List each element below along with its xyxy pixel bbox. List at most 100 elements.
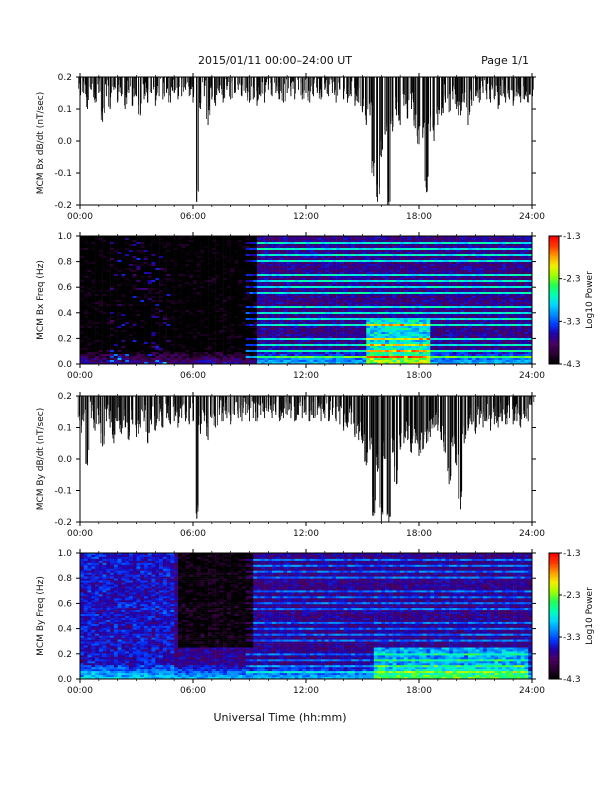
spectrogram-cell [95, 244, 99, 246]
spectrogram-cell [95, 330, 99, 332]
spectrogram-cell [163, 356, 167, 358]
spectrogram-cell [88, 354, 92, 356]
spectrogram-cell [178, 246, 182, 248]
spectrogram-cell [114, 282, 118, 284]
spectrogram-cell [163, 308, 167, 310]
spectrogram-cell [216, 292, 220, 294]
spectrogram-cell [223, 278, 227, 280]
spectrogram-cell [84, 238, 88, 240]
spectrogram-cell [110, 274, 114, 276]
spectrogram-cell [152, 270, 156, 272]
spectrogram-cell [261, 238, 265, 240]
spectrogram-cell [261, 310, 265, 312]
spectrogram-cell [152, 322, 156, 324]
spectrogram-cell [148, 238, 152, 240]
spectrogram-cell [212, 308, 216, 310]
spectrogram-cell [95, 310, 99, 312]
spectrogram-cell [178, 268, 182, 270]
spectrogram-cell [261, 354, 265, 356]
spectrogram-cell [223, 316, 227, 318]
spectrogram-cell [140, 270, 144, 272]
spectrogram-cell [144, 240, 148, 242]
spectrogram-cell [159, 298, 163, 300]
spectrogram-cell [91, 276, 95, 278]
spectrogram-cell [216, 274, 220, 276]
spectrogram-cell [155, 324, 159, 326]
spectrogram-cell [114, 274, 118, 276]
spectrogram-cell [152, 264, 156, 266]
spectrogram-cell [95, 272, 99, 274]
spectrogram-cell [178, 354, 182, 356]
spectrogram-cell [133, 296, 137, 298]
spectrogram-cell [197, 272, 201, 274]
spectrogram-cell [265, 306, 269, 308]
spectrogram-cell [216, 270, 220, 272]
spectrogram-cell [144, 242, 148, 244]
spectrogram-cell [170, 282, 174, 284]
spectrogram-cell [144, 304, 148, 306]
spectrogram-cell [216, 298, 220, 300]
spectrogram-cell [152, 314, 156, 316]
spectrogram-cell [208, 244, 212, 246]
spectrogram-cell [137, 312, 141, 314]
spectrogram-cell [84, 250, 88, 252]
spectrogram-cell [144, 360, 148, 362]
spectrogram-cell [208, 352, 212, 354]
spectrogram-cell [268, 342, 272, 344]
spectrogram-cell [84, 278, 88, 280]
spectrogram-cell [159, 336, 163, 338]
spectrogram-cell [223, 326, 227, 328]
spectrogram-cell [212, 262, 216, 264]
spectrogram-cell [106, 316, 110, 318]
spectrogram-cell [159, 318, 163, 320]
spectrogram-cell [234, 304, 238, 306]
spectrogram-cell [185, 264, 189, 266]
spectrogram-cell [125, 354, 129, 356]
spectrogram-cell [84, 272, 88, 274]
spectrogram-cell [212, 322, 216, 324]
spectrogram-cell [103, 282, 107, 284]
spectrogram-cell [95, 318, 99, 320]
spectrogram-cell [118, 324, 122, 326]
spectrogram-cell [216, 252, 220, 254]
spectrogram-cell [208, 308, 212, 310]
spectrogram-cell [223, 280, 227, 282]
spectrogram-cell [189, 238, 193, 240]
spectrogram-cell [257, 300, 261, 302]
spectrogram-cell [129, 252, 133, 254]
spectrogram-cell [182, 262, 186, 264]
spectrogram-cell [170, 348, 174, 350]
spectrogram-cell [219, 334, 223, 336]
spectrogram-cell [106, 340, 110, 342]
spectrogram-cell [121, 350, 125, 352]
spectrogram-cell [170, 252, 174, 254]
spectrogram-cell [140, 350, 144, 352]
spectrogram-cell [257, 280, 261, 282]
spectrogram-cell [238, 350, 242, 352]
spectrogram-cell [125, 348, 129, 350]
spectrogram-cell [193, 328, 197, 330]
spectrogram-cell [212, 242, 216, 244]
spectrogram-cell [121, 258, 125, 260]
spectrogram-cell [257, 330, 261, 332]
spectrogram-cell [133, 242, 137, 244]
spectrogram-cell [152, 350, 156, 352]
spectrogram-cell [212, 300, 216, 302]
spectrogram-cell [253, 360, 257, 362]
spectrogram-cell [159, 282, 163, 284]
spectrogram-cell [110, 332, 114, 334]
spectrogram-cell [125, 344, 129, 346]
spectrogram-cell [253, 262, 257, 264]
spectrogram-cell [140, 308, 144, 310]
spectrogram-cell [148, 294, 152, 296]
spectrogram-cell [144, 266, 148, 268]
spectrogram-cell [189, 282, 193, 284]
spectrogram-cell [155, 332, 159, 334]
spectrogram-cell [129, 294, 133, 296]
spectrogram-cell [167, 306, 171, 308]
spectrogram-cell [167, 316, 171, 318]
spectrogram-cell [204, 312, 208, 314]
spectrogram-cell [197, 350, 201, 352]
spectrogram-cell [208, 312, 212, 314]
spectrogram-cell [148, 330, 152, 332]
